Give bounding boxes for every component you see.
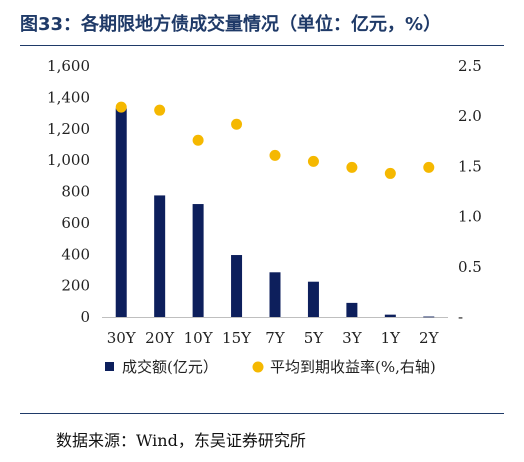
left-tick-label: 1,600 (47, 57, 90, 75)
data-point (192, 134, 204, 146)
x-tick-label: 5Y (304, 329, 325, 347)
data-point (307, 155, 319, 167)
x-tick-label: 30Y (107, 329, 137, 347)
right-tick-label: 2.5 (458, 57, 482, 75)
bar (307, 281, 319, 317)
right-tick-label: 2.0 (458, 107, 482, 125)
legend-swatch-dot (252, 361, 264, 373)
left-tick-label: 0 (80, 308, 90, 326)
right-tick-label: 0.5 (458, 258, 482, 276)
bar-series (115, 108, 435, 318)
legend-label-bar: 成交额(亿元） (122, 358, 218, 376)
source-divider (20, 413, 504, 414)
right-tick-label: 1.5 (458, 157, 482, 175)
right-tick-label: - (458, 308, 463, 326)
bar (269, 272, 281, 317)
data-point (346, 161, 358, 173)
dot-series (115, 101, 435, 179)
bar (384, 314, 396, 317)
right-tick-label: 1.0 (458, 208, 482, 226)
x-tick-label: 10Y (184, 329, 214, 347)
bar (423, 316, 435, 318)
legend-label-dot: 平均到期收益率(%,右轴) (270, 358, 436, 376)
chart-canvas: 0 200 400 600 800 1,000 1,200 1,400 1,600 - 0.5 1.0… (47, 57, 482, 376)
left-tick-label: 200 (61, 277, 90, 295)
bar (115, 108, 127, 317)
data-point (269, 149, 281, 161)
legend-swatch-bar (105, 362, 114, 371)
x-tick-label: 20Y (145, 329, 175, 347)
data-point (154, 104, 166, 116)
source-note: 数据来源：Wind，东吴证券研究所 (56, 431, 306, 450)
bar (346, 302, 358, 317)
data-point (423, 161, 435, 173)
bar (154, 195, 166, 317)
left-tick-label: 800 (61, 183, 90, 201)
bar (192, 204, 204, 317)
data-point (115, 101, 127, 113)
x-tick-label: 3Y (342, 329, 363, 347)
left-tick-label: 600 (61, 214, 90, 232)
left-tick-label: 1,200 (47, 120, 90, 138)
chart-title: 图33：各期限地方债成交量情况（单位：亿元，%） (20, 14, 442, 35)
left-tick-label: 1,000 (47, 151, 90, 169)
left-tick-label: 1,400 (47, 88, 90, 106)
left-tick-label: 400 (61, 245, 90, 263)
bar (231, 255, 243, 317)
x-tick-label: 7Y (265, 329, 286, 347)
axes: 0 200 400 600 800 1,000 1,200 1,400 1,600 - 0.5 1.0… (47, 57, 482, 347)
title-divider (20, 45, 504, 46)
data-point (384, 167, 396, 179)
x-tick-label: 2Y (419, 329, 440, 347)
x-tick-label: 1Y (381, 329, 402, 347)
x-tick-label: 15Y (222, 329, 252, 347)
data-point (231, 118, 243, 130)
legend: 成交额(亿元） 平均到期收益率(%,右轴) (105, 358, 436, 376)
